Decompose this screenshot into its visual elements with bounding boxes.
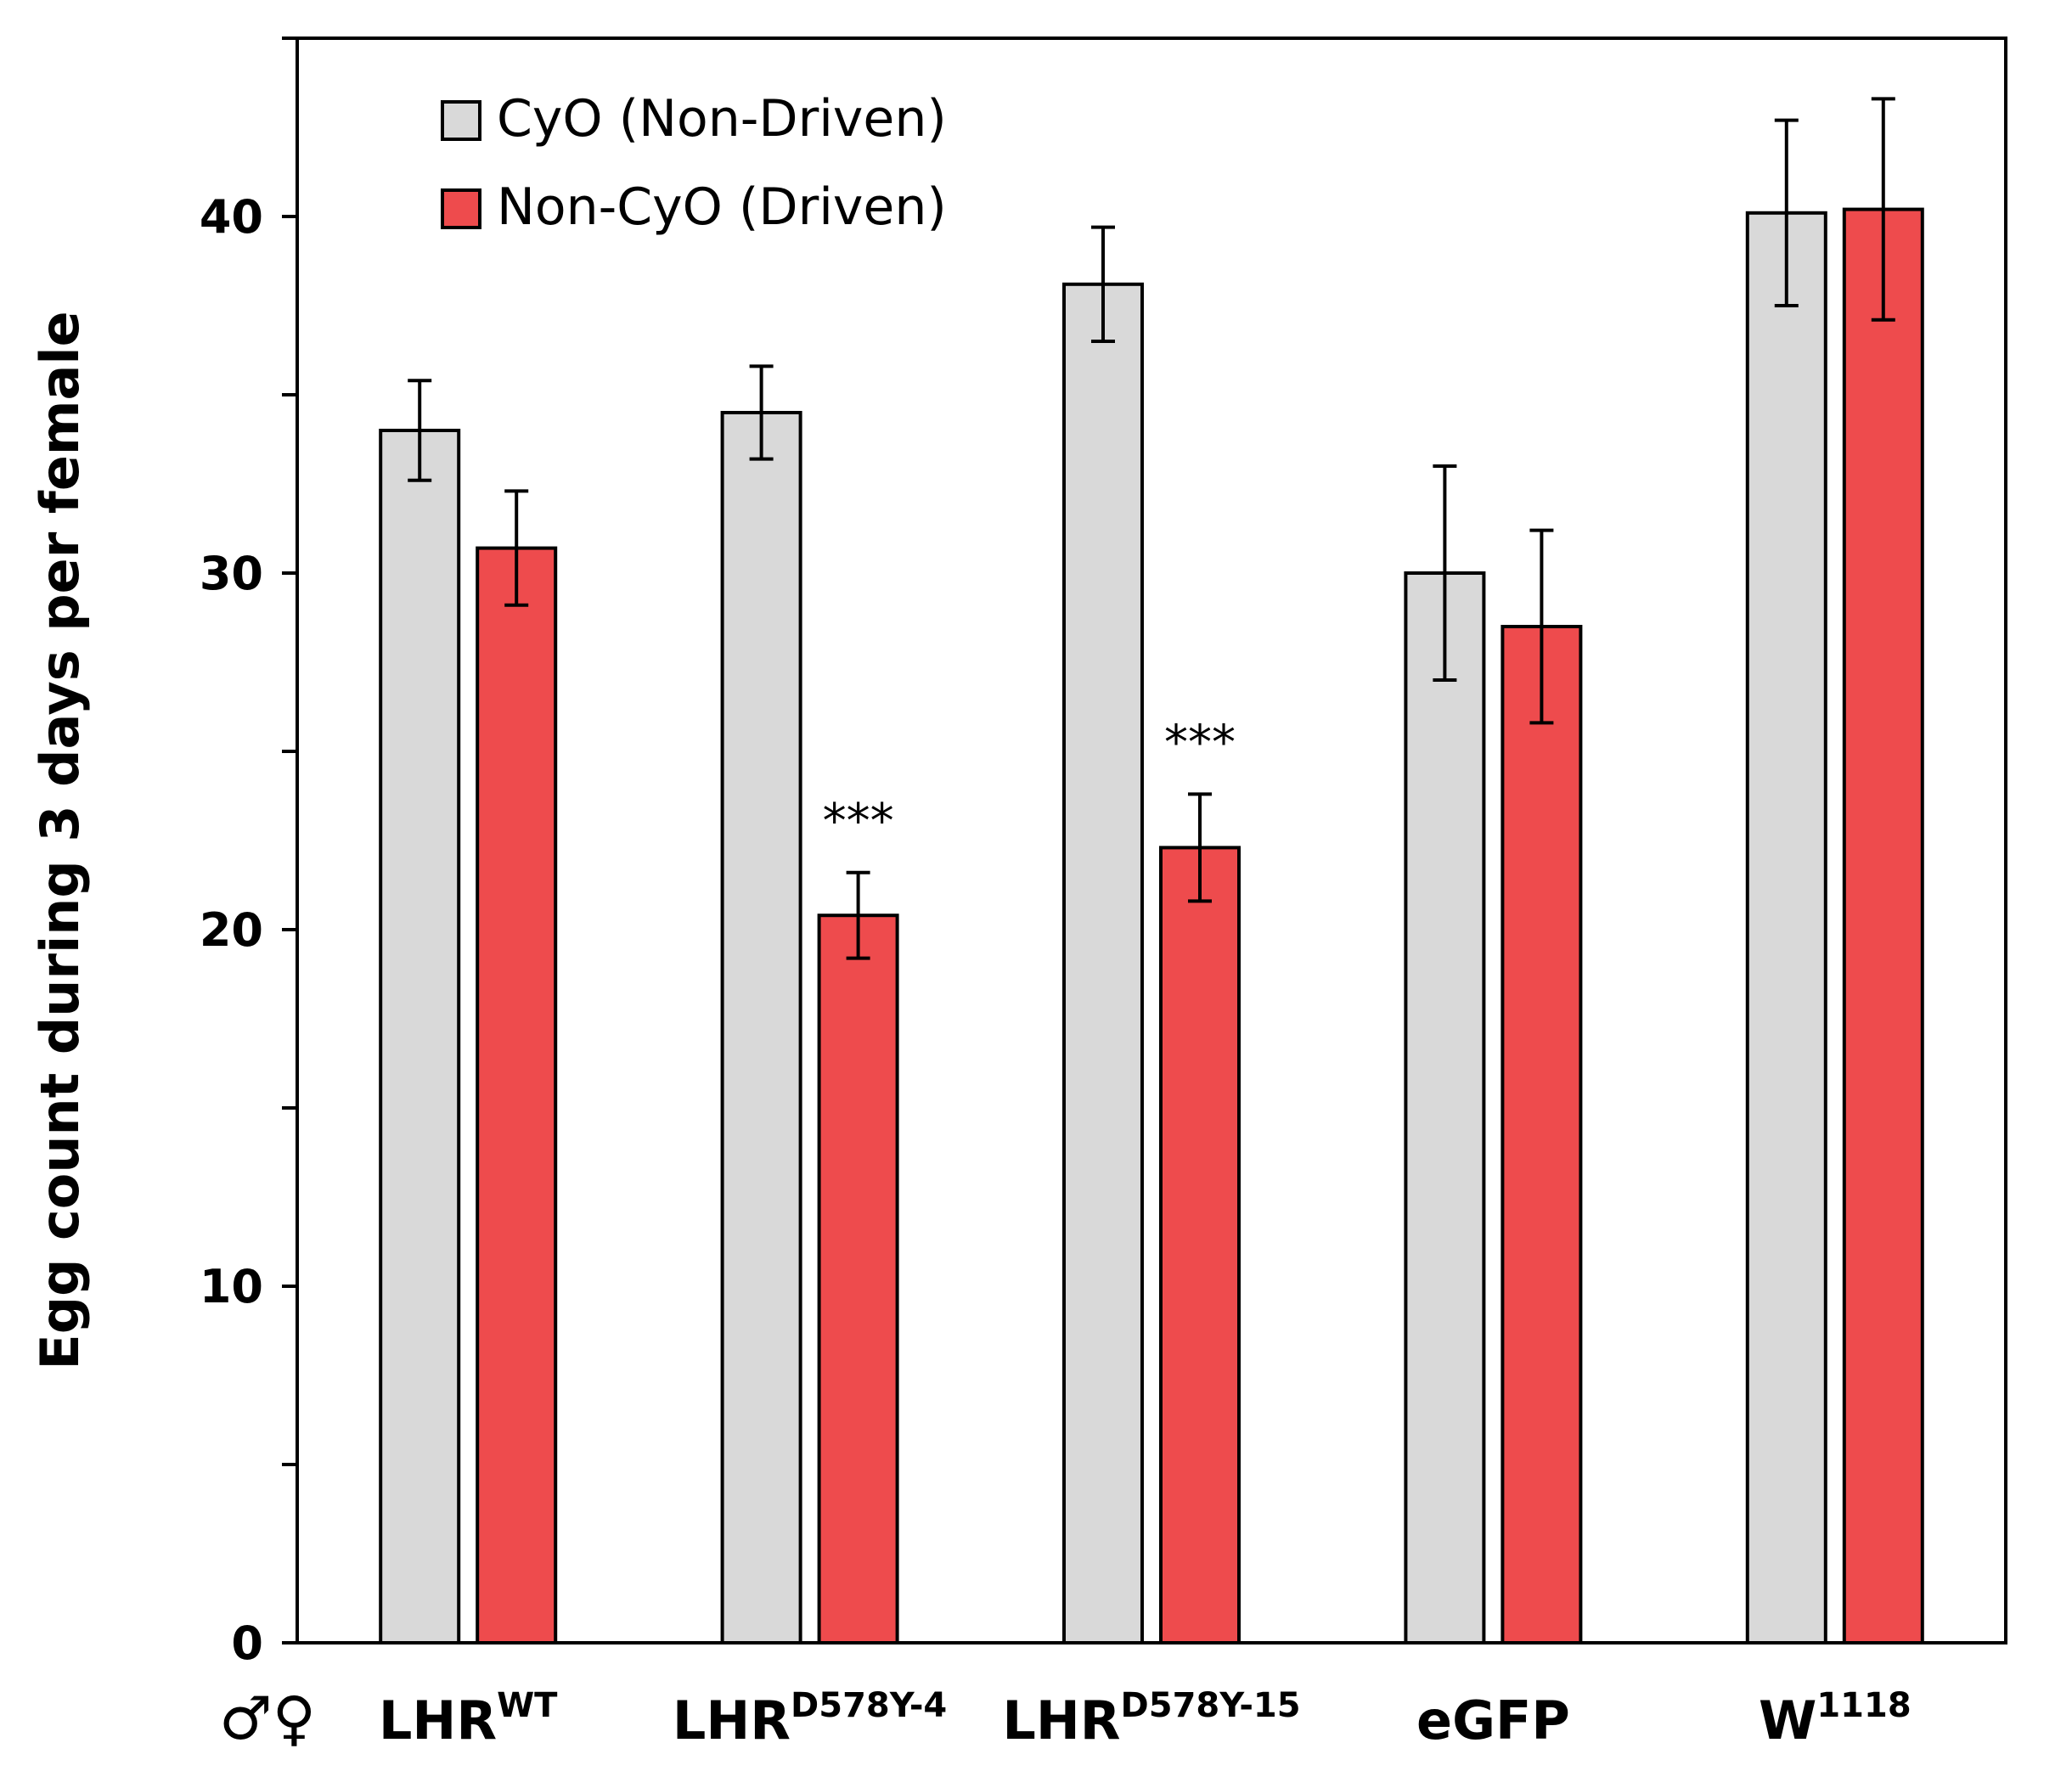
legend: CyO (Non-Driven) Non-CyO (Driven) bbox=[441, 89, 947, 237]
bar-cyo-1 bbox=[720, 411, 802, 1644]
bar-non-cyo-3 bbox=[1501, 625, 1583, 1644]
legend-label: Non-CyO (Driven) bbox=[497, 177, 947, 237]
bar-non-cyo-0 bbox=[476, 546, 558, 1644]
bars bbox=[379, 207, 1924, 1645]
legend-swatch bbox=[441, 100, 481, 141]
category-label: eGFP bbox=[1416, 1689, 1570, 1751]
legend-label: CyO (Non-Driven) bbox=[497, 89, 947, 149]
bar-cyo-4 bbox=[1745, 211, 1827, 1644]
y-tick-label: 40 bbox=[200, 190, 263, 244]
y-axis: 0 10 20 30 40 bbox=[200, 37, 297, 1670]
bar-non-cyo-2 bbox=[1159, 846, 1241, 1644]
category-label: LHRWT bbox=[379, 1686, 558, 1751]
significance-stars: *** bbox=[1164, 715, 1236, 770]
bar-cyo-0 bbox=[379, 429, 461, 1644]
x-axis: ♂♀ LHRWT LHRD578Y-4 LHRD578Y-15 eGFP W1118 bbox=[219, 1684, 1912, 1753]
bar-non-cyo-1 bbox=[817, 914, 899, 1644]
significance-stars: *** bbox=[823, 794, 894, 849]
y-tick-label: 10 bbox=[200, 1260, 263, 1313]
category-label: W1118 bbox=[1759, 1686, 1912, 1751]
y-tick-label: 0 bbox=[231, 1616, 263, 1670]
plot-frame bbox=[296, 37, 2007, 1644]
bar-non-cyo-4 bbox=[1842, 207, 1924, 1645]
y-tick-label: 30 bbox=[200, 547, 263, 600]
y-axis-label: Egg count during 3 days per female bbox=[29, 311, 91, 1369]
category-label: LHRD578Y-4 bbox=[673, 1686, 947, 1751]
y-tick-label: 20 bbox=[200, 903, 263, 957]
bar-cyo-2 bbox=[1062, 282, 1144, 1644]
bar-cyo-3 bbox=[1404, 571, 1486, 1644]
category-label: LHRD578Y-15 bbox=[1002, 1686, 1300, 1751]
significance-annotations: *** *** bbox=[823, 715, 1236, 848]
legend-swatch bbox=[441, 188, 481, 229]
sex-symbols: ♂♀ bbox=[219, 1684, 316, 1753]
error-bars bbox=[408, 97, 1895, 960]
